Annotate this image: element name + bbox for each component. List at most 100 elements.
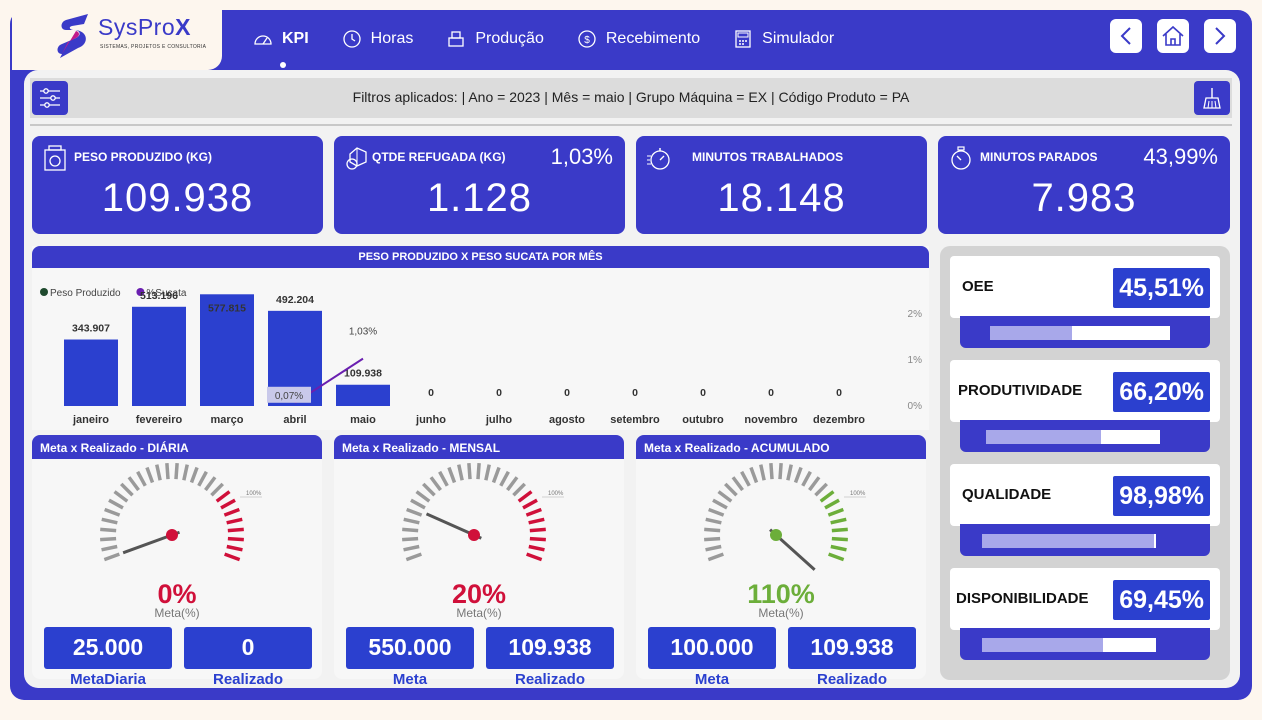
clock-icon bbox=[341, 28, 363, 50]
tab-producao[interactable]: Produção bbox=[445, 24, 544, 54]
metric-qualidade: QUALIDADE 98,98% bbox=[950, 464, 1220, 556]
gauge-scale-label: 100% bbox=[548, 491, 564, 497]
gauge-subtitle: Meta(%) bbox=[758, 606, 804, 620]
legend-label: %Sucata bbox=[146, 288, 186, 299]
kpi-peso-produzido: PESO PRODUZIDO (KG) 109.938 bbox=[32, 136, 323, 234]
bar-value-label: 0 bbox=[564, 387, 570, 399]
chevron-left-icon bbox=[1120, 27, 1131, 45]
bar-value-label: 492.204 bbox=[276, 294, 314, 306]
bar-value-label: 109.938 bbox=[344, 368, 382, 380]
tab-recebimento[interactable]: $ Recebimento bbox=[576, 24, 700, 54]
gauge-meta-value: 550.000 bbox=[346, 627, 474, 669]
gauge-tick bbox=[215, 490, 231, 503]
gauge-tick bbox=[528, 544, 545, 552]
gauge-tick bbox=[136, 470, 147, 487]
bar-value-label: 0 bbox=[428, 387, 434, 399]
bar-janeiro[interactable] bbox=[64, 339, 118, 406]
gauge-tick bbox=[828, 552, 845, 562]
x-tick-label: abril bbox=[283, 414, 306, 426]
gauge-realizado-value: 109.938 bbox=[486, 627, 614, 669]
scale-icon bbox=[44, 145, 66, 171]
gauge-tick bbox=[405, 552, 422, 562]
gauge-tick bbox=[705, 544, 722, 552]
logo-area: SysProX SISTEMAS, PROJETOS E CONSULTORIA bbox=[12, 0, 222, 70]
metric-label: QUALIDADE bbox=[962, 486, 1052, 503]
gauge-tick bbox=[127, 476, 140, 492]
bar-março[interactable] bbox=[200, 294, 254, 406]
scrap-icon bbox=[346, 147, 367, 170]
bar-value-label: 0 bbox=[768, 387, 774, 399]
tab-simulador[interactable]: Simulador bbox=[732, 24, 834, 54]
metric-progress-fill bbox=[986, 430, 1102, 444]
gauge-tick bbox=[529, 527, 546, 533]
metric-value: 66,20% bbox=[1113, 372, 1210, 412]
y2-tick-label: 0% bbox=[908, 401, 923, 412]
kpi-value: 7.983 bbox=[1031, 176, 1137, 220]
home-button[interactable] bbox=[1157, 19, 1189, 53]
gauge-percent: 110% bbox=[747, 579, 815, 609]
gauge-tick bbox=[525, 507, 542, 517]
gauge-tick bbox=[506, 476, 519, 492]
gauge-tick bbox=[793, 466, 803, 484]
gauge-percent: 20% bbox=[451, 579, 507, 609]
tab-simulador-label: Simulador bbox=[762, 30, 835, 47]
tab-horas[interactable]: Horas bbox=[341, 24, 413, 54]
filter-settings-button[interactable] bbox=[32, 81, 68, 115]
bar-value-label: 513.196 bbox=[140, 290, 178, 302]
gauge-tick bbox=[484, 464, 491, 481]
svg-text:$: $ bbox=[584, 35, 590, 46]
clear-filters-button[interactable] bbox=[1194, 81, 1230, 115]
forward-button[interactable] bbox=[1204, 19, 1236, 53]
filter-bar: Filtros aplicados: | Ano = 2023 | Mês = … bbox=[30, 78, 1232, 118]
chevron-right-icon bbox=[1215, 27, 1226, 45]
chart-title: PESO PRODUZIDO X PESO SUCATA POR MÊS bbox=[32, 246, 929, 268]
bar-value-label: 0 bbox=[496, 387, 502, 399]
bar-value-label: 0 bbox=[632, 387, 638, 399]
gauge-tick bbox=[491, 466, 501, 484]
gauge-tick bbox=[827, 507, 844, 517]
x-tick-label: fevereiro bbox=[136, 414, 183, 426]
active-tab-indicator bbox=[280, 62, 286, 68]
metrics-panel: OEE 45,51% PRODUTIVIDADE 66,20% QUALIDADE 9… bbox=[940, 246, 1230, 680]
line-label-bg bbox=[267, 386, 311, 403]
brand-mark-icon bbox=[57, 14, 88, 58]
gauge-tick bbox=[220, 498, 236, 510]
gauge-tick bbox=[457, 464, 464, 481]
gauge-tick bbox=[103, 552, 120, 562]
metric-progress-fill bbox=[982, 534, 1155, 548]
gauge-tick bbox=[174, 463, 179, 480]
gauge-hub bbox=[166, 529, 178, 541]
kpi-minutos-parados: MINUTOS PARADOS 43,99% 7.983 bbox=[938, 136, 1230, 234]
gauge-tick bbox=[227, 527, 244, 533]
kpi-minutos-trabalhados: MINUTOS TRABALHADOS 18.148 bbox=[636, 136, 927, 234]
gauge-tick bbox=[226, 517, 243, 525]
gauge-tick bbox=[155, 464, 162, 481]
metric-label: DISPONIBILIDADE bbox=[956, 590, 1089, 607]
y2-tick-label: 1% bbox=[908, 355, 923, 366]
gauge-tick bbox=[224, 552, 241, 562]
x-tick-label: maio bbox=[350, 414, 376, 426]
gauge-subtitle: Meta(%) bbox=[154, 606, 200, 620]
monthly-chart: PESO PRODUZIDO X PESO SUCATA POR MÊS Pes… bbox=[32, 246, 929, 430]
metric-label: PRODUTIVIDADE bbox=[958, 382, 1083, 399]
gauge-tick bbox=[529, 536, 546, 542]
bar-maio[interactable] bbox=[336, 384, 390, 406]
bar-value-label: 0 bbox=[700, 387, 706, 399]
gauge-tick bbox=[402, 536, 419, 542]
gauge-card-mensal: Meta x Realizado - MENSAL 100% 20% Meta(… bbox=[334, 435, 624, 688]
legend-marker bbox=[40, 288, 48, 296]
gauge-subtitle: Meta(%) bbox=[456, 606, 502, 620]
kpi-percent: 43,99% bbox=[1143, 144, 1218, 169]
y2-tick-label: 2% bbox=[908, 309, 923, 320]
tab-recebimento-label: Recebimento bbox=[605, 30, 701, 47]
x-tick-label: setembro bbox=[610, 414, 660, 426]
gauge-tick bbox=[778, 463, 783, 480]
bar-fevereiro[interactable] bbox=[132, 306, 186, 406]
back-button[interactable] bbox=[1110, 19, 1142, 53]
gauge-meta-label: Meta bbox=[694, 671, 730, 688]
gauge-dial: 100% bbox=[704, 463, 866, 571]
legend-label: Peso Produzido bbox=[50, 288, 121, 299]
timer-icon bbox=[951, 146, 971, 170]
brand-name: SysProX bbox=[98, 14, 191, 40]
tab-kpi[interactable]: KPI bbox=[252, 24, 309, 68]
